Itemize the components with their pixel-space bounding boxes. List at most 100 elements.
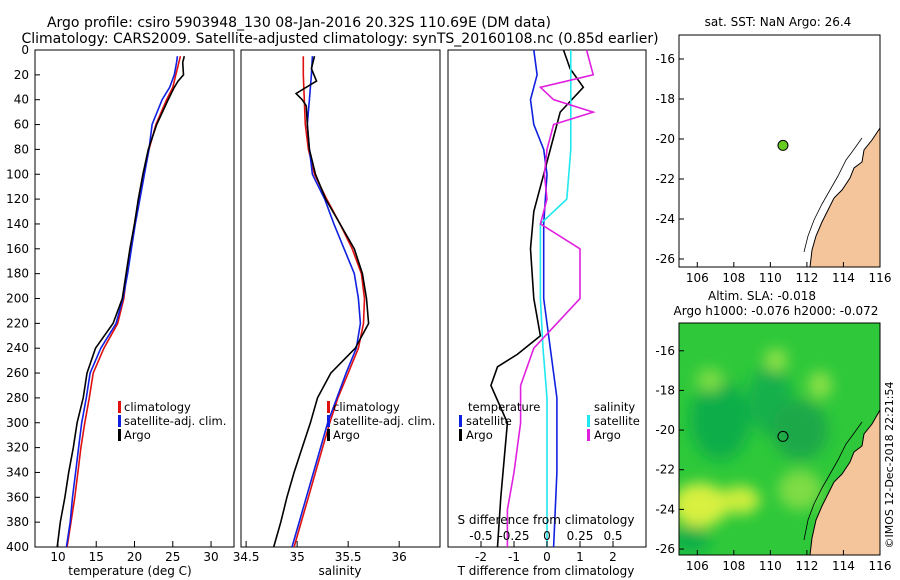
series-line-s-satellite (539, 50, 572, 547)
depth-tick-label: 220 (6, 316, 29, 330)
depth-tick-label: 20 (14, 68, 29, 82)
s-difference-label: S difference from climatology (458, 513, 635, 527)
legend-argo-swatch (118, 429, 121, 441)
map-y-tick-label: -20 (655, 423, 675, 437)
map-x-tick-label: 106 (686, 559, 709, 573)
x-tick-label: 2 (609, 550, 617, 564)
sla-high-6 (778, 470, 822, 510)
top-tick-label: 0.25 (567, 529, 594, 543)
difference-legend: temperature satellite Argo salinity sate… (459, 400, 640, 442)
legend-climatology-swatch (118, 401, 121, 413)
legend-satellite-swatch (118, 415, 121, 427)
depth-tick-label: 260 (6, 366, 29, 380)
australia-landmass-sla (809, 408, 880, 555)
bathymetry-contour (803, 137, 863, 253)
map-y-tick-label: -26 (655, 252, 675, 266)
legend-t-satellite: satellite (466, 414, 512, 428)
legend-argo: Argo (124, 428, 151, 442)
depth-tick-label: 240 (6, 341, 29, 355)
x-tick-label: 36 (392, 550, 407, 564)
depth-tick-label: 200 (6, 292, 29, 306)
map-y-tick-label: -20 (655, 132, 675, 146)
salinity-panel: 34.5 35 35.5 36 salinity climatology satell… (233, 49, 441, 578)
depth-tick-label: 40 (14, 93, 29, 107)
top-tick-label: -0.5 (469, 529, 492, 543)
sla-high-4 (679, 483, 728, 527)
argo-float-marker (777, 139, 789, 151)
difference-top-ticks: -0.5 -0.25 0 0.25 0.5 (469, 529, 622, 543)
map-x-tick-label: 106 (686, 271, 709, 285)
sla-map-title: Altim. SLA: -0.018 (708, 289, 816, 303)
x-tick-label: 30 (203, 550, 218, 564)
x-tick-label: 34.5 (233, 550, 260, 564)
sla-high-2 (764, 348, 788, 372)
map-x-tick-label: 112 (795, 271, 818, 285)
series-line-t-satellite (529, 49, 558, 548)
argo-float-marker-sla (777, 430, 789, 442)
top-tick-label: 0.5 (603, 529, 622, 543)
depth-tick-label: 340 (6, 465, 29, 479)
sst-map-title: sat. SST: NaN Argo: 26.4 (705, 15, 852, 29)
series-line-satellite (65, 56, 179, 548)
depth-tick-label: 360 (6, 490, 29, 504)
x-tick-label: 15 (89, 550, 104, 564)
depth-tick-label: 380 (6, 515, 29, 529)
difference-series (490, 49, 596, 548)
temperature-x-label: temperature (deg C) (68, 564, 191, 578)
depth-tick-label: 280 (6, 391, 29, 405)
sst-map-panel: sat. SST: NaN Argo: 26.4 106 108 110 112 114… (655, 15, 891, 285)
x-tick-label: 35.5 (335, 550, 362, 564)
salinity-series (272, 56, 370, 548)
depth-tick-label: 180 (6, 267, 29, 281)
x-tick-label: 25 (165, 550, 180, 564)
sst-coastline (803, 127, 880, 267)
sla-low-right (772, 400, 828, 460)
series-line-s-argo (506, 49, 596, 547)
sla-map-y-ticks: -16 -18 -20 -22 -24 -26 (655, 344, 684, 556)
legend-climatology: climatology (333, 400, 400, 414)
temperature-series (56, 56, 186, 548)
map-y-tick-label: -16 (655, 52, 675, 66)
sla-high-3 (808, 371, 832, 399)
depth-tick-label: 160 (6, 242, 29, 256)
temperature-plot-frame (34, 49, 235, 548)
legend-argo: Argo (333, 428, 360, 442)
salinity-x-label: salinity (318, 564, 361, 578)
salinity-plot-frame (240, 49, 441, 548)
depth-tick-label: 100 (6, 167, 29, 181)
map-y-tick-label: -22 (655, 463, 675, 477)
sla-field (679, 323, 880, 555)
top-tick-label: 0 (543, 529, 551, 543)
legend-s-satellite-swatch (587, 415, 590, 427)
temperature-panel: 10 15 20 25 30 0 20 40 60 80 100 120 140 160 180 200 22… (6, 43, 453, 578)
legend-t-argo-swatch (459, 429, 462, 441)
difference-panel: -2 -1 0 1 2 -0.5 -0.25 0 0.25 0.5 S difference f… (447, 49, 647, 578)
series-line-argo (272, 56, 370, 548)
map-y-tick-label: -18 (655, 383, 675, 397)
temperature-legend: climatology satellite-adj. clim. Argo (118, 400, 226, 442)
x-tick-label: 35 (289, 550, 304, 564)
australia-landmass (809, 127, 880, 267)
map-x-tick-label: 110 (759, 271, 782, 285)
x-tick-label: 10 (50, 550, 65, 564)
sla-low-bottom (679, 526, 710, 554)
top-tick-label: -0.25 (498, 529, 529, 543)
t-difference-label: T difference from climatology (457, 564, 635, 578)
legend-climatology-swatch (327, 401, 330, 413)
depth-tick-label: 80 (14, 142, 29, 156)
legend-s-argo-swatch (587, 429, 590, 441)
map-y-tick-label: -18 (655, 92, 675, 106)
bathymetry-contour-sla (803, 421, 863, 541)
temperature-x-ticks: 10 15 20 25 30 (50, 541, 219, 564)
x-tick-label: -2 (475, 550, 487, 564)
sla-map-x-ticks: 106 108 110 112 114 116 (686, 550, 891, 573)
depth-tick-label: 120 (6, 192, 29, 206)
x-tick-label: 1 (576, 550, 584, 564)
legend-climatology: climatology (124, 400, 191, 414)
imos-credit: ©IMOS 12-Dec-2018 22:21:54 (883, 382, 896, 549)
x-tick-label: 20 (127, 550, 142, 564)
legend-argo-swatch (327, 429, 330, 441)
figure-title-line1: Argo profile: csiro 5903948_130 08-Jan-2… (47, 15, 551, 31)
map-x-tick-label: 110 (759, 559, 782, 573)
